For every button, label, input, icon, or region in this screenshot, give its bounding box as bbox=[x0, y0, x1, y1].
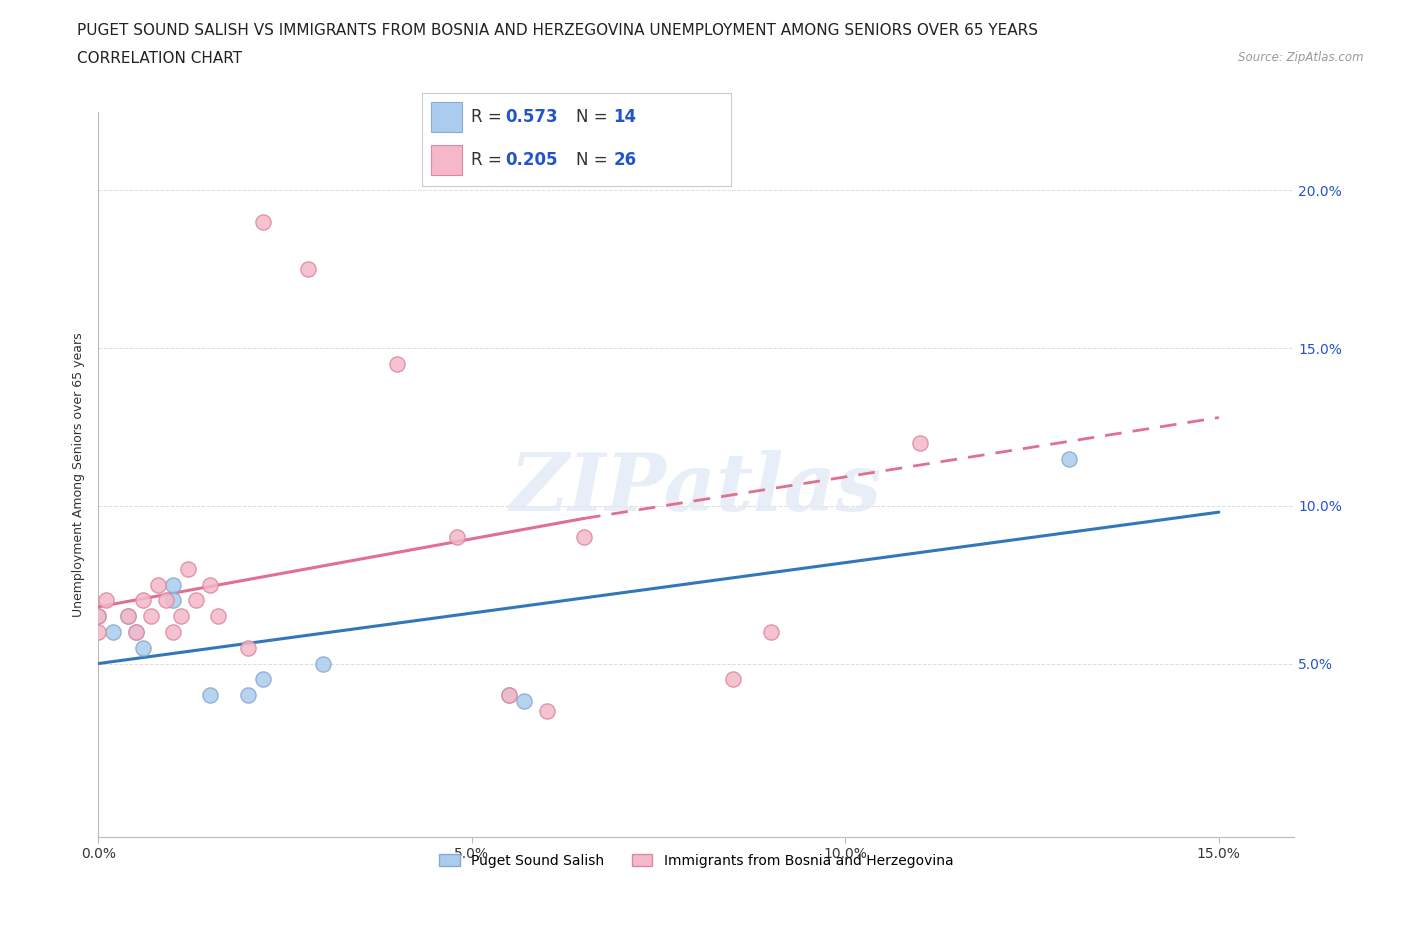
Text: N =: N = bbox=[576, 151, 613, 169]
Text: R =: R = bbox=[471, 151, 508, 169]
Point bbox=[87, 625, 110, 640]
Point bbox=[184, 593, 207, 608]
Point bbox=[125, 625, 148, 640]
Text: R =: R = bbox=[471, 108, 508, 126]
Point bbox=[311, 656, 333, 671]
Text: 0.205: 0.205 bbox=[505, 151, 558, 169]
Text: 0.573: 0.573 bbox=[505, 108, 558, 126]
Point bbox=[572, 530, 595, 545]
Point bbox=[87, 609, 110, 624]
Point bbox=[125, 625, 148, 640]
Point bbox=[446, 530, 468, 545]
Point bbox=[162, 578, 184, 592]
Point bbox=[103, 625, 125, 640]
Text: Source: ZipAtlas.com: Source: ZipAtlas.com bbox=[1239, 51, 1364, 64]
Point bbox=[498, 687, 520, 702]
Point bbox=[207, 609, 229, 624]
Point bbox=[132, 593, 155, 608]
FancyBboxPatch shape bbox=[432, 145, 463, 175]
Point bbox=[252, 671, 274, 686]
Point bbox=[200, 687, 222, 702]
Point bbox=[177, 562, 200, 577]
Point bbox=[200, 578, 222, 592]
Point bbox=[297, 262, 319, 277]
Text: CORRELATION CHART: CORRELATION CHART bbox=[77, 51, 242, 66]
Point bbox=[155, 593, 177, 608]
Point bbox=[498, 687, 520, 702]
Point bbox=[162, 593, 184, 608]
Point bbox=[236, 641, 259, 656]
Point bbox=[94, 593, 117, 608]
Point bbox=[169, 609, 191, 624]
Text: 26: 26 bbox=[613, 151, 637, 169]
Point bbox=[162, 625, 184, 640]
Point bbox=[759, 625, 782, 640]
Point bbox=[513, 694, 536, 709]
Point bbox=[236, 687, 259, 702]
Point bbox=[1059, 451, 1081, 466]
FancyBboxPatch shape bbox=[432, 102, 463, 132]
Text: N =: N = bbox=[576, 108, 613, 126]
Point bbox=[148, 578, 170, 592]
Legend: Puget Sound Salish, Immigrants from Bosnia and Herzegovina: Puget Sound Salish, Immigrants from Bosn… bbox=[433, 848, 959, 873]
Point bbox=[132, 641, 155, 656]
Point bbox=[723, 671, 745, 686]
Text: ZIPatlas: ZIPatlas bbox=[510, 450, 882, 527]
Point bbox=[385, 356, 409, 371]
Point bbox=[117, 609, 139, 624]
Y-axis label: Unemployment Among Seniors over 65 years: Unemployment Among Seniors over 65 years bbox=[72, 332, 86, 617]
Point bbox=[87, 609, 110, 624]
Point bbox=[117, 609, 139, 624]
Point bbox=[536, 703, 558, 718]
Point bbox=[908, 435, 931, 450]
Text: PUGET SOUND SALISH VS IMMIGRANTS FROM BOSNIA AND HERZEGOVINA UNEMPLOYMENT AMONG : PUGET SOUND SALISH VS IMMIGRANTS FROM BO… bbox=[77, 23, 1038, 38]
Point bbox=[252, 215, 274, 230]
Text: 14: 14 bbox=[613, 108, 637, 126]
Point bbox=[139, 609, 162, 624]
